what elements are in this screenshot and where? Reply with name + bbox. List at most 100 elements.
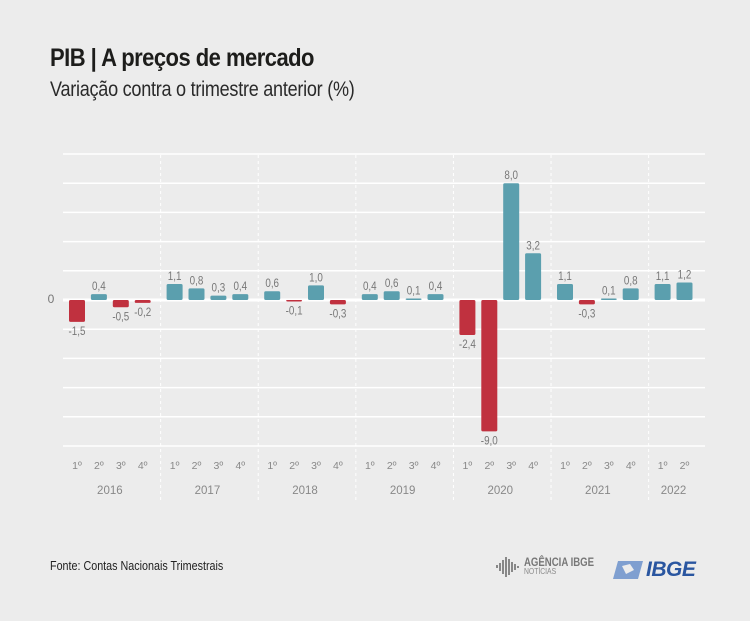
- bar-2016-q1: [69, 300, 85, 322]
- chart-subtitle: Variação contra o trimestre anterior (%): [50, 78, 355, 101]
- x-tick-year: 2020: [487, 485, 513, 497]
- x-axis: 1º 2º 3º 4º 2016 1º 2º 3º 4º 2017 1º 2º 3º 4º 2018 1º 2º…: [72, 460, 689, 497]
- bar-2020-q3: [503, 183, 520, 300]
- data-label: 0,1: [602, 285, 616, 298]
- x-tick-quarter: 3º: [409, 460, 419, 472]
- x-tick-quarter: 4º: [431, 460, 441, 472]
- agencia-title: AGÊNCIA IBGE: [524, 555, 595, 569]
- bar-2022-q1: [654, 283, 671, 300]
- x-tick-quarter: 4º: [528, 460, 538, 472]
- bar-2018-q4: [329, 300, 346, 305]
- data-label: 0,4: [92, 280, 106, 293]
- bar-2016-q3: [112, 300, 129, 308]
- data-label: 3,2: [526, 239, 540, 252]
- x-tick-year: 2018: [292, 485, 318, 497]
- bar-2017-q4: [232, 294, 249, 300]
- data-label: 0,4: [429, 280, 443, 293]
- x-tick-quarter: 2º: [582, 460, 592, 472]
- agencia-subtitle: NOTÍCIAS: [524, 567, 557, 576]
- bar-2017-q2: [188, 288, 205, 300]
- x-tick-quarter: 2º: [484, 460, 494, 472]
- x-tick-quarter: 1º: [658, 460, 668, 472]
- data-label: 0,8: [624, 274, 638, 287]
- bar-2020-q1: [459, 300, 476, 336]
- bars: [69, 183, 693, 432]
- data-labels: -1,5 0,4 -0,5 -0,2 1,1 0,8 0,3 0,4 0,6 -0,1 1,0 -0,…: [69, 169, 692, 447]
- bar-2019-q2: [383, 291, 400, 300]
- ibge-logo[interactable]: IBGE: [612, 558, 696, 582]
- data-label: -0,2: [134, 306, 151, 319]
- data-label: 1,1: [558, 270, 572, 283]
- x-tick-quarter: 1º: [72, 460, 82, 472]
- x-tick-quarter: 4º: [626, 460, 636, 472]
- data-label: -2,4: [459, 338, 476, 351]
- x-tick-quarter: 4º: [138, 460, 148, 472]
- x-tick-year: 2019: [390, 485, 416, 497]
- data-label: 1,2: [678, 269, 692, 282]
- data-label: 1,1: [656, 270, 670, 283]
- bar-2022-q2: [676, 282, 693, 300]
- data-label: -0,1: [286, 305, 303, 318]
- data-label: 0,6: [385, 277, 399, 290]
- data-label: -0,3: [329, 308, 346, 321]
- data-label: 1,0: [309, 272, 323, 285]
- bar-2018-q3: [308, 285, 324, 300]
- data-label: -1,5: [69, 325, 86, 338]
- bar-2019-q3: [405, 298, 422, 300]
- bar-2017-q3: [210, 295, 227, 300]
- x-tick-quarter: 2º: [94, 460, 104, 472]
- bar-2017-q1: [166, 283, 183, 300]
- bar-2019-q4: [427, 294, 444, 300]
- data-label: 0,8: [190, 274, 204, 287]
- data-label: 1,1: [168, 270, 182, 283]
- ibge-logo-icon: [613, 561, 643, 579]
- x-tick-quarter: 1º: [267, 460, 277, 472]
- x-tick-quarter: 4º: [333, 460, 343, 472]
- ibge-wordmark: IBGE: [646, 558, 696, 581]
- y-tick-label: 0: [48, 292, 55, 306]
- data-label: -0,5: [112, 310, 129, 323]
- x-tick-quarter: 2º: [192, 460, 202, 472]
- x-tick-quarter: 1º: [365, 460, 375, 472]
- bar-2018-q1: [264, 291, 281, 300]
- agencia-ibge-icon: [496, 557, 519, 577]
- agencia-ibge-logo[interactable]: AGÊNCIA IBGE NOTÍCIAS: [496, 555, 612, 577]
- x-tick-year: 2022: [661, 485, 687, 497]
- data-label: 8,0: [504, 169, 518, 182]
- x-tick-quarter: 3º: [604, 460, 614, 472]
- data-label: 0,4: [233, 280, 247, 293]
- bar-2020-q4: [525, 253, 542, 300]
- bar-2018-q2: [286, 300, 303, 302]
- bar-2016-q4: [134, 300, 151, 303]
- x-tick-quarter: 2º: [289, 460, 299, 472]
- year-separators: [160, 155, 650, 500]
- bar-2021-q2: [578, 300, 595, 305]
- data-label: 0,1: [407, 285, 421, 298]
- x-tick-quarter: 1º: [170, 460, 180, 472]
- x-tick-year: 2017: [195, 485, 221, 497]
- bar-2021-q4: [622, 288, 639, 300]
- x-tick-quarter: 3º: [506, 460, 516, 472]
- bar-2019-q1: [361, 294, 378, 300]
- data-label: 0,4: [363, 280, 377, 293]
- data-label: 0,3: [212, 282, 226, 295]
- data-label: 0,6: [265, 277, 279, 290]
- x-tick-quarter: 3º: [214, 460, 224, 472]
- bar-2021-q3: [600, 298, 617, 300]
- x-tick-quarter: 1º: [463, 460, 473, 472]
- x-tick-year: 2021: [585, 485, 611, 497]
- x-tick-year: 2016: [97, 485, 123, 497]
- bar-2016-q2: [90, 294, 107, 300]
- x-tick-quarter: 3º: [116, 460, 126, 472]
- data-label: -0,3: [578, 308, 595, 321]
- data-label: -9,0: [481, 435, 498, 448]
- bar-2021-q1: [557, 283, 573, 300]
- x-tick-quarter: 1º: [560, 460, 570, 472]
- bar-2020-q2: [481, 300, 498, 432]
- x-tick-quarter: 2º: [387, 460, 397, 472]
- chart-title: PIB | A preços de mercado: [50, 44, 315, 72]
- x-tick-quarter: 3º: [311, 460, 321, 472]
- source-note: Fonte: Contas Nacionais Trimestrais: [50, 559, 224, 573]
- x-tick-quarter: 2º: [680, 460, 690, 472]
